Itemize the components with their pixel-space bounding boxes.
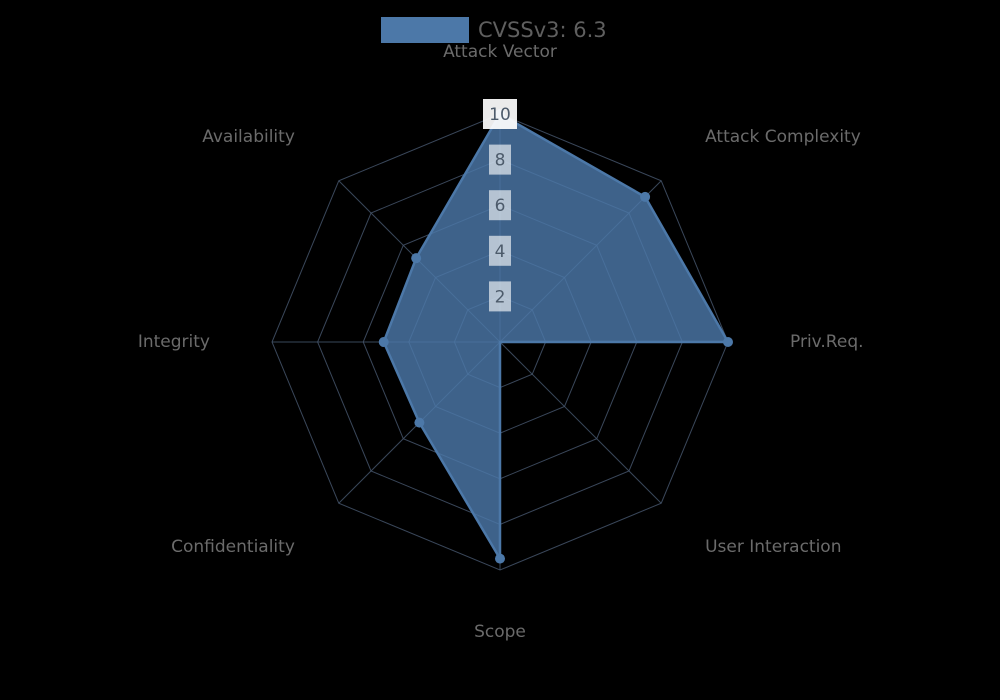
radial-tick-label-6: 6 (495, 196, 506, 216)
radial-tick-label-8: 8 (495, 151, 506, 171)
axis-label-user-interaction: User Interaction (705, 537, 841, 557)
grid-spoke-3 (499, 341, 662, 504)
series-point-4 (495, 553, 505, 564)
radar-radial-ticks: 2 4 6 8 10 (483, 99, 517, 312)
axis-label-availability: Availability (202, 127, 295, 147)
radial-tick-label-10: 10 (489, 105, 511, 125)
legend-swatch-cvssv3 (381, 17, 469, 43)
series-point-1 (640, 191, 651, 202)
radial-tick-label-2: 2 (495, 287, 506, 307)
chart-legend: CVSSv3: 6.3 (381, 17, 607, 43)
axis-label-attack-vector: Attack Vector (443, 42, 557, 62)
radar-axis-labels: Attack Vector Attack Complexity Priv.Req. U… (138, 42, 864, 642)
series-point-6 (378, 337, 389, 347)
radial-tick-backdrop-8 (489, 144, 511, 175)
axis-label-integrity: Integrity (138, 332, 210, 352)
radial-tick-backdrop-6 (489, 190, 511, 221)
series-point-5 (414, 417, 425, 428)
radial-tick-backdrop-4 (489, 235, 511, 266)
radar-series-group (378, 109, 733, 564)
radial-tick-label-4: 4 (495, 242, 506, 262)
series-point-7 (411, 253, 422, 264)
series-point-2 (723, 337, 733, 347)
axis-label-attack-complexity: Attack Complexity (705, 127, 861, 147)
axis-label-priv-req: Priv.Req. (790, 332, 864, 352)
axis-label-confidentiality: Confidentiality (171, 537, 295, 557)
radial-tick-backdrop-10 (483, 99, 517, 129)
legend-label-cvssv3: CVSSv3: 6.3 (478, 18, 607, 42)
radial-tick-backdrop-2 (489, 281, 511, 312)
axis-label-scope: Scope (474, 622, 526, 642)
